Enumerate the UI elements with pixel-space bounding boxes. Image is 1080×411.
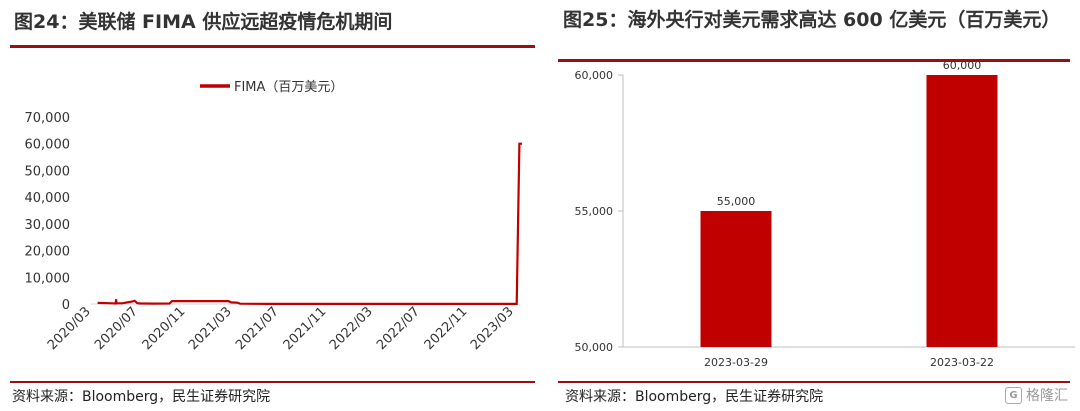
- chart-title: 图24：美联储 FIMA 供应远超疫情危机期间: [14, 11, 393, 33]
- x-tick-label: 2022/11: [422, 304, 471, 353]
- title-rule: [558, 59, 1070, 62]
- bar-chart: 50,000 55,000 60,000 55,000 2023-03-29 60,000…: [575, 59, 1075, 369]
- x-tick-label: 2021/03: [186, 304, 235, 353]
- source-note: 资料来源：Bloomberg，民生证券研究院: [565, 389, 824, 405]
- source-rule: [10, 381, 535, 383]
- line-chart: FIMA（百万美元） 0 10,000 20,000 30,000 40,000 50,00…: [25, 80, 523, 353]
- chart-title: 图25：海外央行对美元需求高达 600 亿美元（百万美元）: [563, 9, 1061, 31]
- y-tick-label: 0: [62, 298, 70, 313]
- x-tick-label: 2023-03-29: [704, 356, 768, 369]
- bar-data-label: 55,000: [717, 195, 756, 208]
- source-note: 资料来源：Bloomberg，民生证券研究院: [12, 389, 271, 405]
- y-tick-label: 60,000: [25, 138, 71, 153]
- watermark: G 格隆汇: [1005, 385, 1068, 405]
- y-tick-label: 20,000: [25, 245, 71, 260]
- bar: [926, 75, 998, 347]
- x-tick-label: 2022/07: [374, 304, 423, 353]
- x-tick-label: 2022/03: [327, 304, 376, 353]
- gelonghui-logo-icon: G: [1005, 386, 1022, 404]
- x-tick-label: 2021/07: [233, 304, 282, 353]
- left-panel: 图24：美联储 FIMA 供应远超疫情危机期间 FIMA（百万美元） 0 10,00…: [10, 11, 535, 405]
- x-tick-label: 2021/11: [281, 304, 330, 353]
- x-tick-label: 2023/03: [468, 304, 517, 353]
- x-tick-label: 2020/11: [140, 304, 189, 353]
- x-tick-label: 2023-03-22: [930, 356, 994, 369]
- y-tick-label: 10,000: [25, 271, 71, 286]
- y-tick-label: 50,000: [25, 164, 71, 179]
- title-rule: [10, 45, 535, 48]
- legend-label: FIMA（百万美元）: [234, 80, 343, 95]
- source-rule: [558, 381, 1070, 383]
- series-line-fima: [97, 142, 523, 305]
- y-tick-label: 60,000: [575, 69, 614, 82]
- bar: [700, 211, 772, 347]
- right-panel: 图25：海外央行对美元需求高达 600 亿美元（百万美元） 50,000 55,0…: [555, 0, 1080, 411]
- x-tick-label: 2020/07: [92, 304, 141, 353]
- y-tick-label: 50,000: [575, 341, 614, 354]
- y-tick-label: 70,000: [25, 111, 71, 126]
- y-tick-label: 40,000: [25, 191, 71, 206]
- bar-data-label: 60,000: [943, 59, 982, 72]
- watermark-text: 格隆汇: [1026, 388, 1068, 404]
- y-tick-label: 30,000: [25, 218, 71, 233]
- y-tick-label: 55,000: [575, 205, 614, 218]
